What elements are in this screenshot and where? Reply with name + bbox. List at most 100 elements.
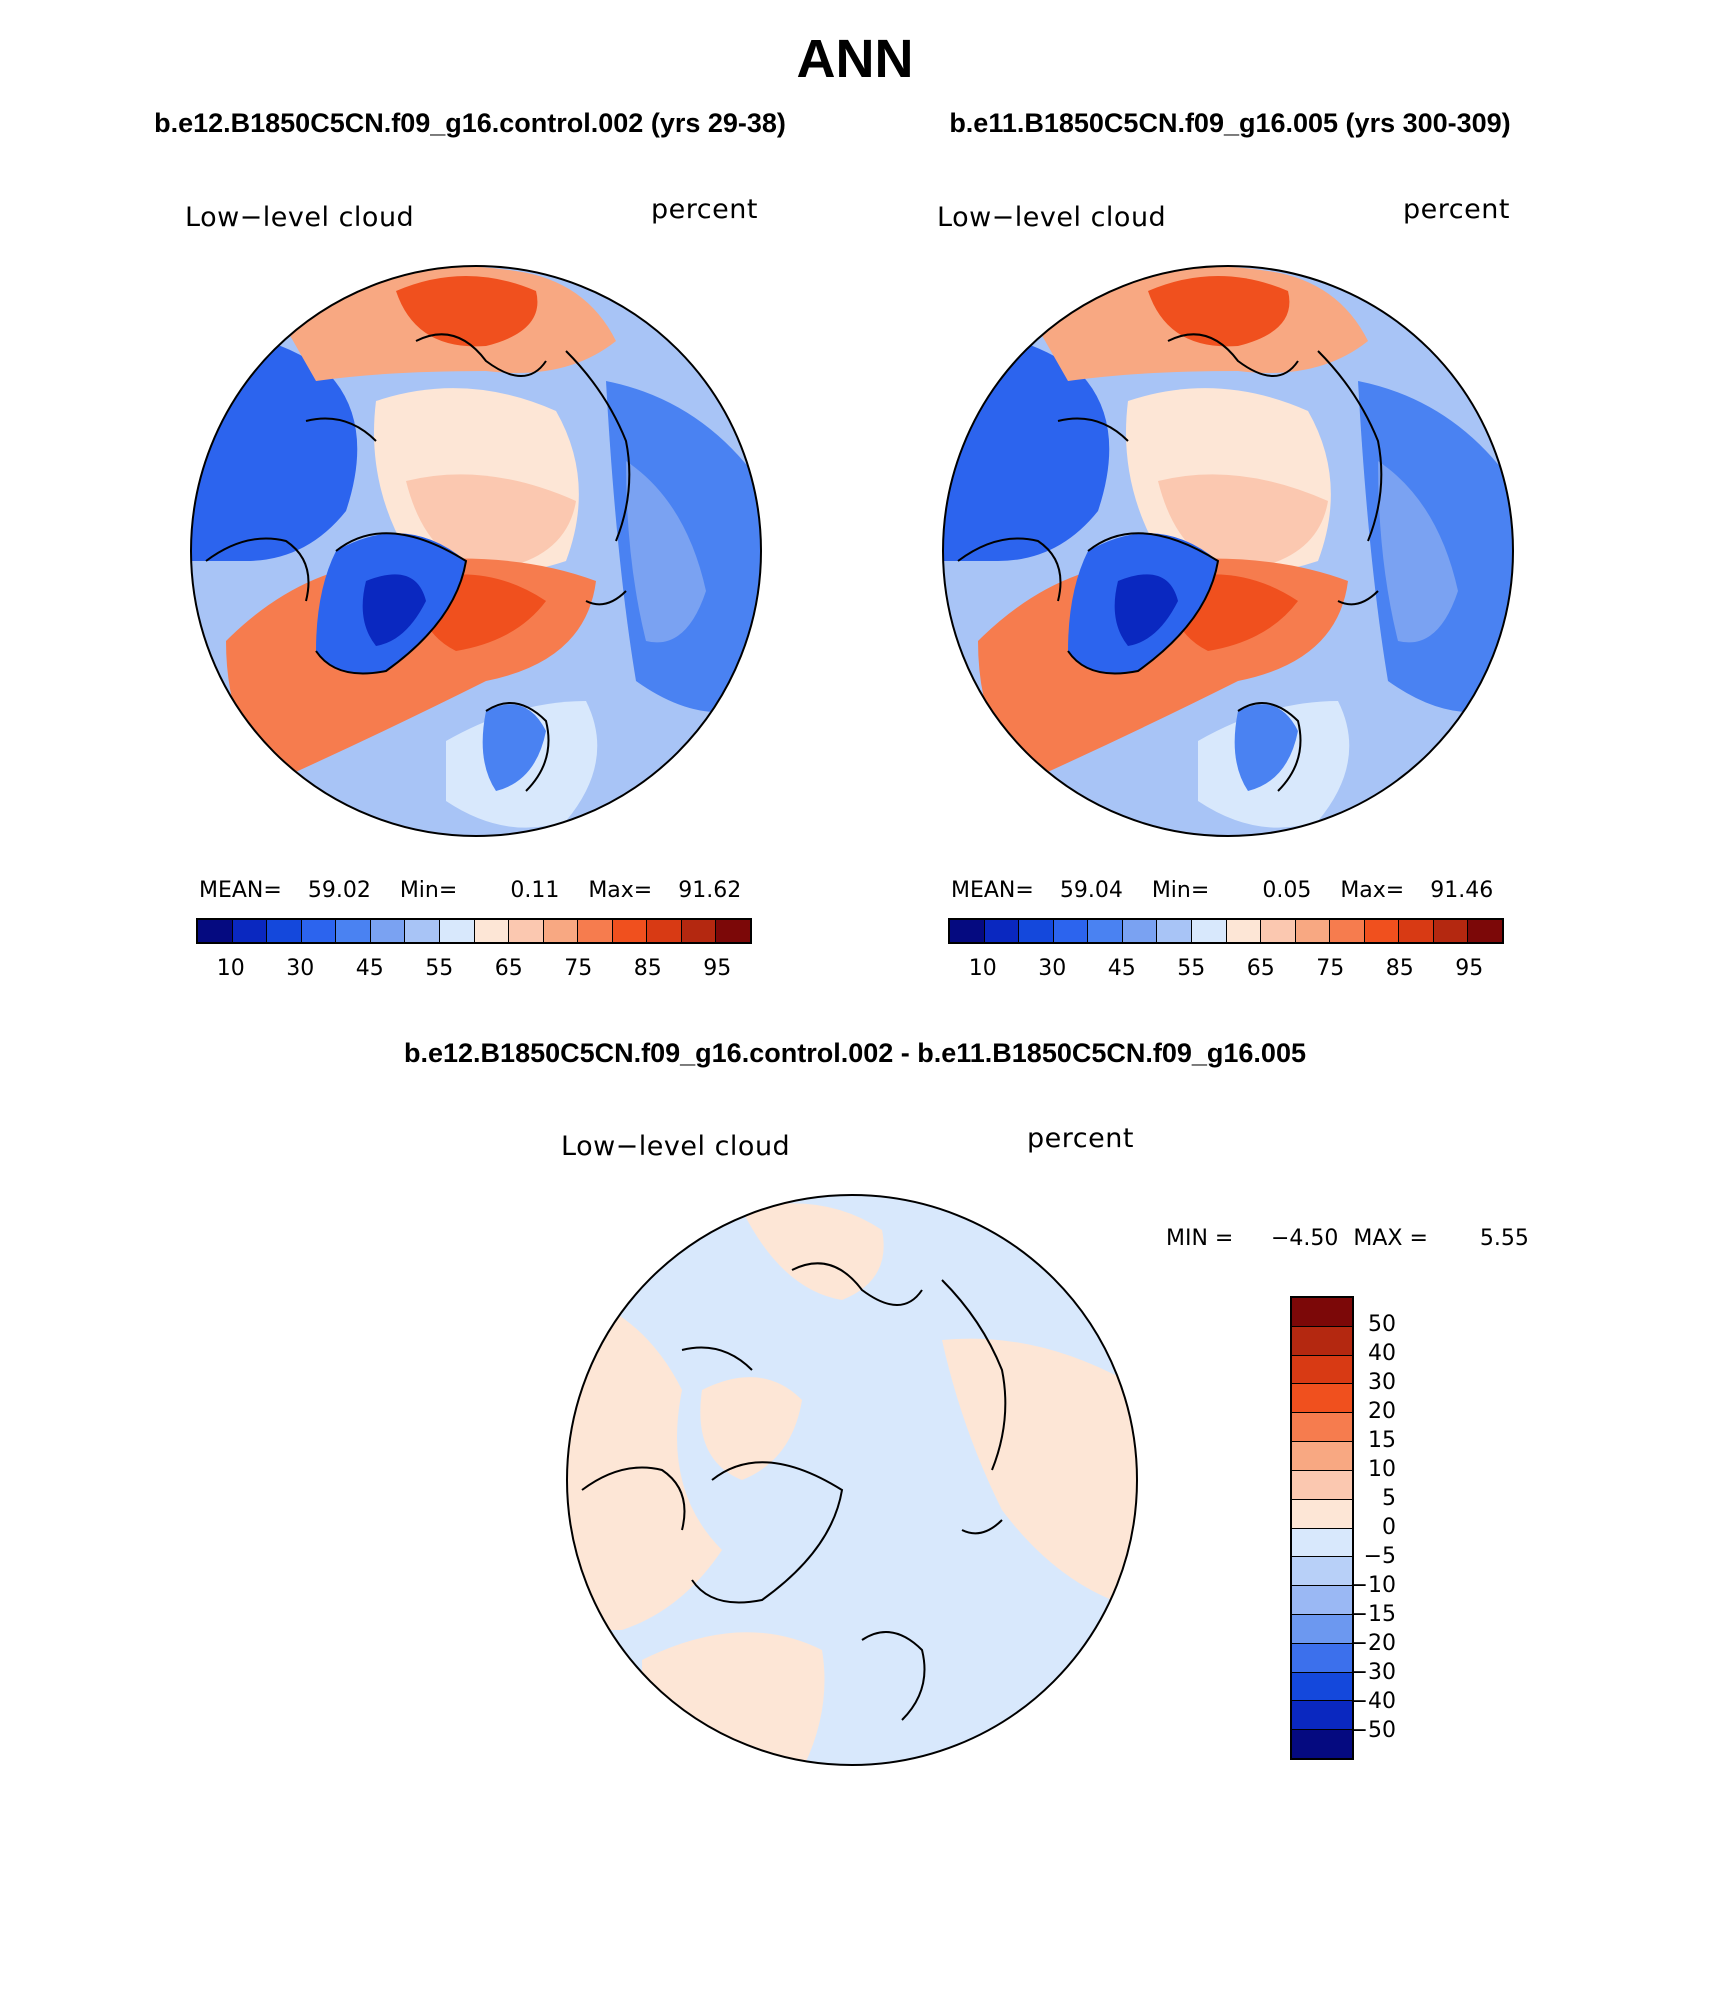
colorbar-tick-label: 10	[968, 956, 997, 981]
colorbar-tick-label: 55	[1177, 956, 1206, 981]
colorbar-swatch	[1292, 1499, 1352, 1529]
colorbar-tick-label: 45	[355, 956, 384, 981]
colorbar-tick-label: 20	[1368, 1399, 1396, 1424]
panel1-mean-label: MEAN=	[199, 878, 282, 903]
colorbar-tick-label: 10	[1368, 1457, 1396, 1482]
colorbar-swatch	[1292, 1384, 1352, 1414]
panel2-case-title: b.e11.B1850C5CN.f09_g16.005 (yrs 300-309…	[949, 108, 1511, 138]
colorbar-tick-label: −20	[1349, 1631, 1396, 1656]
colorbar-tick-label: 85	[633, 956, 662, 981]
panel1-field-max-north	[396, 276, 538, 347]
panel2-colorbar-ticks: 10 30 45 55 65 75 85 95	[948, 956, 1504, 986]
panel2-field-greenland-core	[1114, 574, 1178, 646]
colorbar-swatch	[370, 920, 406, 942]
diff-coastlines	[581, 1262, 1007, 1721]
colorbar-swatch	[1157, 920, 1192, 942]
colorbar-swatch	[578, 920, 613, 942]
colorbar-swatch	[716, 920, 750, 942]
panel1-units-label: percent	[651, 194, 758, 225]
diff-field-positive-west	[567, 1290, 722, 1630]
colorbar-swatch	[232, 920, 268, 942]
colorbar-swatch	[984, 920, 1020, 942]
panel2-coastlines	[957, 333, 1383, 792]
colorbar-tick-label: 65	[1246, 956, 1275, 981]
diff-colorbar-ticks: 50 40 30 20 15 10 5 0 −5 −10 −15 −20 −30 −40 −50	[1308, 1296, 1428, 1760]
colorbar-swatch	[509, 920, 544, 942]
colorbar-swatch	[950, 920, 985, 942]
panel1-field-greenland-core	[362, 574, 426, 646]
colorbar-swatch	[1399, 920, 1434, 942]
colorbar-tick-label: 95	[703, 956, 732, 981]
colorbar-swatch	[1292, 1586, 1352, 1615]
colorbar-swatch	[1330, 920, 1365, 942]
colorbar-swatch	[1295, 920, 1331, 942]
colorbar-swatch	[1292, 1614, 1352, 1644]
diff-field-positive-arctic	[700, 1377, 802, 1480]
main-title: ANN	[796, 29, 914, 89]
colorbar-tick-label: 85	[1385, 956, 1414, 981]
panel1-coastlines	[205, 333, 631, 792]
colorbar-swatch	[1292, 1672, 1352, 1702]
diff-field-positive-east	[942, 1338, 1137, 1610]
colorbar-tick-label: −50	[1349, 1718, 1396, 1743]
panel1-mean-value: 59.02	[307, 878, 371, 903]
colorbar-swatch	[1053, 920, 1089, 942]
colorbar-swatch	[474, 920, 510, 942]
colorbar-swatch	[1292, 1557, 1352, 1587]
panel1-field-mid-east	[626, 461, 706, 643]
colorbar-swatch	[1292, 1701, 1352, 1731]
colorbar-tick-label: 95	[1455, 956, 1484, 981]
panel2-units-label: percent	[1403, 194, 1510, 225]
colorbar-swatch	[543, 920, 579, 942]
colorbar-tick-label: −15	[1349, 1602, 1396, 1627]
panel1-variable-label: Low−level cloud	[185, 202, 415, 233]
colorbar-swatch	[1292, 1442, 1352, 1471]
diff-max-value: 5.55	[1479, 1226, 1529, 1251]
panel2-mean-value: 59.04	[1059, 878, 1123, 903]
colorbar-tick-label: 15	[1368, 1428, 1396, 1453]
panel1-max-label: Max=	[588, 878, 653, 903]
colorbar-tick-label: −5	[1363, 1544, 1396, 1569]
colorbar-swatch	[1292, 1326, 1352, 1356]
colorbar-swatch	[405, 920, 440, 942]
diff-field-negative-greenland	[730, 1477, 822, 1570]
colorbar-tick-label: 30	[286, 956, 315, 981]
colorbar-tick-label: 40	[1368, 1341, 1396, 1366]
colorbar-swatch	[1019, 920, 1054, 942]
colorbar-tick-label: 30	[1038, 956, 1067, 981]
colorbar-tick-label: 0	[1382, 1515, 1396, 1540]
colorbar-swatch	[267, 920, 302, 942]
colorbar-swatch	[1364, 920, 1400, 942]
panel2-max-value: 91.46	[1430, 878, 1494, 903]
colorbar-swatch	[1468, 920, 1502, 942]
panel2-stats: MEAN= 59.04 Min= 0.05 Max= 91.46	[951, 878, 1493, 903]
colorbar-swatch	[439, 920, 475, 942]
panel1-colorbar	[196, 918, 752, 944]
panel2-field-arctic-mid	[1158, 474, 1328, 571]
colorbar-swatch	[1433, 920, 1469, 942]
colorbar-swatch	[1292, 1470, 1352, 1500]
colorbar-tick-label: 75	[1316, 956, 1345, 981]
diff-case-title: b.e12.B1850C5CN.f09_g16.control.002 - b.…	[404, 1038, 1306, 1068]
colorbar-swatch	[1292, 1298, 1352, 1327]
panel2-map	[942, 265, 1514, 837]
panel1-map	[190, 265, 762, 837]
panel2-field-max-north	[1148, 276, 1290, 347]
colorbar-swatch	[647, 920, 682, 942]
panel1-colorbar-ticks: 10 30 45 55 65 75 85 95	[196, 956, 752, 986]
colorbar-tick-label: 55	[425, 956, 454, 981]
panel2-colorbar	[948, 918, 1504, 944]
colorbar-swatch	[1226, 920, 1262, 942]
diff-map	[566, 1194, 1138, 1766]
colorbar-swatch	[1292, 1355, 1352, 1385]
diff-stats: MIN = −4.50 MAX = 5.55	[1166, 1226, 1529, 1251]
diff-min-value: −4.50	[1270, 1226, 1339, 1251]
colorbar-swatch	[1292, 1413, 1352, 1443]
colorbar-swatch	[1261, 920, 1296, 942]
colorbar-tick-label: −10	[1349, 1573, 1396, 1598]
panel1-stats: MEAN= 59.02 Min= 0.11 Max= 91.62	[199, 878, 741, 903]
colorbar-swatch	[336, 920, 371, 942]
colorbar-tick-label: 30	[1368, 1370, 1396, 1395]
panel2-field-scandinavia	[1234, 704, 1298, 791]
colorbar-tick-label: 50	[1368, 1312, 1396, 1337]
